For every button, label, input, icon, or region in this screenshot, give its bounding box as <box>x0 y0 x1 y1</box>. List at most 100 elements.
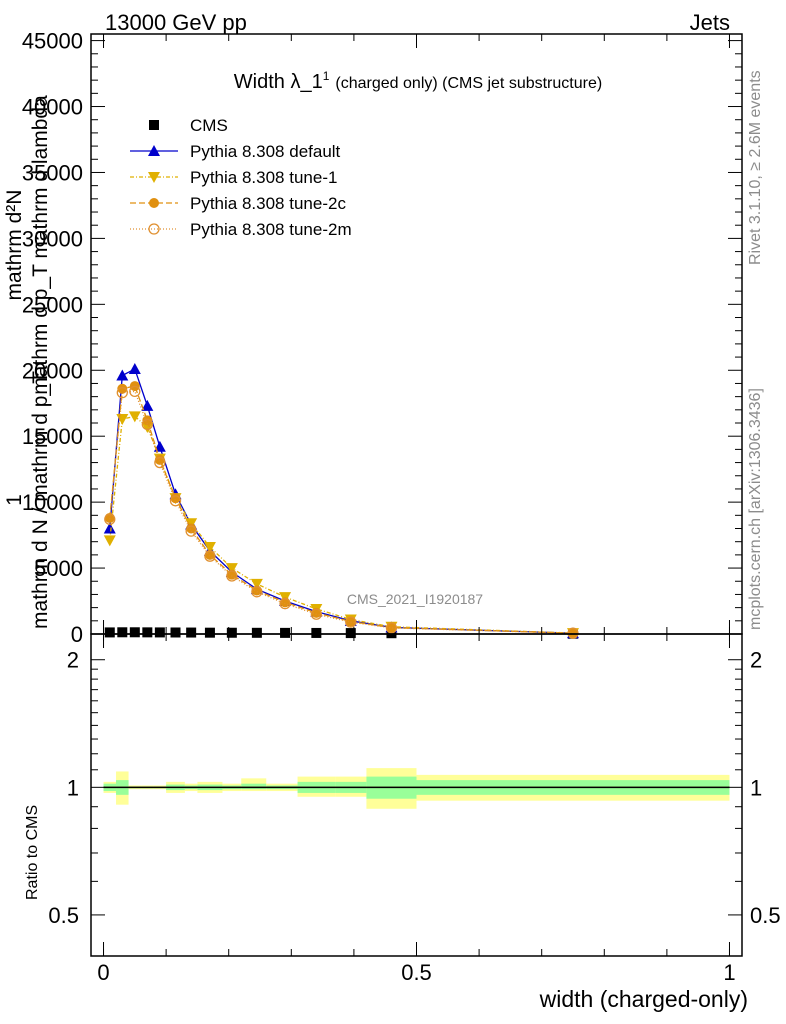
legend-label: Pythia 8.308 tune-2m <box>190 220 352 239</box>
series-2 <box>103 411 579 640</box>
legend-marker <box>149 120 159 130</box>
title-sup: 1 <box>323 69 330 83</box>
xtick-label: 0 <box>97 960 109 985</box>
legend-marker <box>148 172 160 183</box>
main-ytick-label: 15000 <box>22 424 83 449</box>
default-point <box>116 369 129 381</box>
tune2m-point <box>204 550 216 562</box>
tune2m-point <box>116 387 128 399</box>
main-panel: CMS_2021_I1920187 0 5000 10000 15000 20000 25… <box>22 29 743 647</box>
default-point <box>103 522 116 534</box>
main-title: Width λ_11 (charged only) (CMS jet substr… <box>234 69 602 93</box>
cms-point <box>226 627 237 638</box>
cms-point <box>170 627 181 638</box>
main-ytick-label: 5000 <box>34 556 83 581</box>
series-line <box>109 415 574 634</box>
title-rest: (charged only) (CMS jet substructure) <box>335 75 602 92</box>
ylabel-num: mathrm d²N <box>3 190 26 301</box>
header-right: Jets <box>690 10 730 35</box>
ratio-ylabel: Ratio to CMS <box>24 805 41 900</box>
series-3 <box>104 381 578 639</box>
rivet-label: Rivet 3.1.10, ≥ 2.6M events <box>747 70 764 265</box>
ratio-ytick-label: 2 <box>67 648 79 673</box>
tune2c-point <box>154 454 165 465</box>
ratio-ytick-label: 0.5 <box>48 903 79 928</box>
ylabel-prefix-den: mathrm d N / mathrm d p_T <box>29 371 52 629</box>
tune2c-point <box>386 622 397 633</box>
default-point <box>128 362 141 374</box>
cms-point <box>142 627 153 638</box>
watermark: CMS_2021_I1920187 <box>347 591 483 607</box>
main-ytick-label: 40000 <box>22 95 83 120</box>
legend-label: Pythia 8.308 default <box>190 142 341 161</box>
ratio-band-inner <box>241 783 267 790</box>
tune2c-point <box>170 493 181 504</box>
main-ytick-label: 30000 <box>22 226 83 251</box>
ratio-panel: 0.5 0.51 12 20 0.5 1 <box>48 34 781 985</box>
tune2m-point <box>345 616 357 628</box>
legend-label: CMS <box>190 116 228 135</box>
series-0 <box>104 627 578 639</box>
tune1-point <box>203 541 216 553</box>
tune1-point <box>141 421 154 433</box>
tune2m-point <box>169 495 182 507</box>
tune2m-point <box>251 586 263 598</box>
tune2m-point <box>310 608 322 620</box>
cms-point <box>104 627 115 638</box>
cms-point <box>311 627 322 638</box>
xtick-label: 0.5 <box>401 960 432 985</box>
main-ytick-label: 20000 <box>22 358 83 383</box>
title-main: Width λ_1 <box>234 71 323 93</box>
tune2m-point <box>279 598 291 610</box>
cms-point <box>186 627 197 638</box>
legend-label: Pythia 8.308 tune-1 <box>190 168 337 187</box>
tune2m-point <box>141 418 153 430</box>
tune2c-point <box>345 616 356 627</box>
legend-marker <box>148 145 160 156</box>
legend-label: Pythia 8.308 tune-2c <box>190 194 346 213</box>
legend: CMS Pythia 8.308 default Pythia 8.308 tune… <box>130 116 352 239</box>
main-ytick-label: 10000 <box>22 490 83 515</box>
ylabel-den: mathrm d p_T mathrm d lambda <box>29 95 52 395</box>
x-axis-label: width (charged-only) <box>539 986 748 1012</box>
main-ytick-label: 45000 <box>22 29 83 54</box>
header-left: 13000 GeV pp <box>105 10 247 35</box>
tune1-point <box>128 411 141 423</box>
main-ytick-label: 0 <box>71 622 83 647</box>
main-ylabel: 1 mathrm d N / mathrm d p_T mathrm d²N m… <box>3 95 52 629</box>
cms-point <box>117 627 128 638</box>
series-line <box>109 390 574 634</box>
tune2c-point <box>117 383 128 394</box>
legend-marker <box>148 223 160 235</box>
main-ytick-label: 25000 <box>22 292 83 317</box>
cms-point <box>345 628 356 639</box>
default-point <box>141 399 154 411</box>
tune2m-point <box>567 627 579 639</box>
series-line <box>109 385 574 634</box>
ratio-ytick-label: 1 <box>67 775 79 800</box>
series-4 <box>104 385 579 639</box>
cms-point <box>154 627 165 638</box>
ratio-ytick-label-right: 0.5 <box>750 903 781 928</box>
xtick-label: 1 <box>723 960 735 985</box>
mcplots-label: mcplots.cern.ch [arXiv:1306.3436] <box>747 388 764 630</box>
ratio-ytick-label-right: 2 <box>750 648 762 673</box>
ratio-ytick-label-right: 1 <box>750 775 762 800</box>
cms-point <box>204 627 215 638</box>
tune2m-point <box>226 570 238 582</box>
ylabel-prefix-num: 1 <box>3 494 26 506</box>
tune1-point <box>250 578 263 590</box>
tune2m-point <box>154 456 166 469</box>
cms-point <box>280 627 291 638</box>
tune2m-point <box>129 385 141 398</box>
tune1-point <box>225 563 238 575</box>
main-ytick-label: 35000 <box>22 160 83 185</box>
cms-point <box>129 627 140 638</box>
main-frame <box>90 33 743 635</box>
legend-marker <box>149 198 159 208</box>
tune1-point <box>103 535 116 547</box>
tune2m-point <box>385 622 398 634</box>
tune2m-point <box>185 525 197 537</box>
tune2m-point <box>104 513 116 525</box>
